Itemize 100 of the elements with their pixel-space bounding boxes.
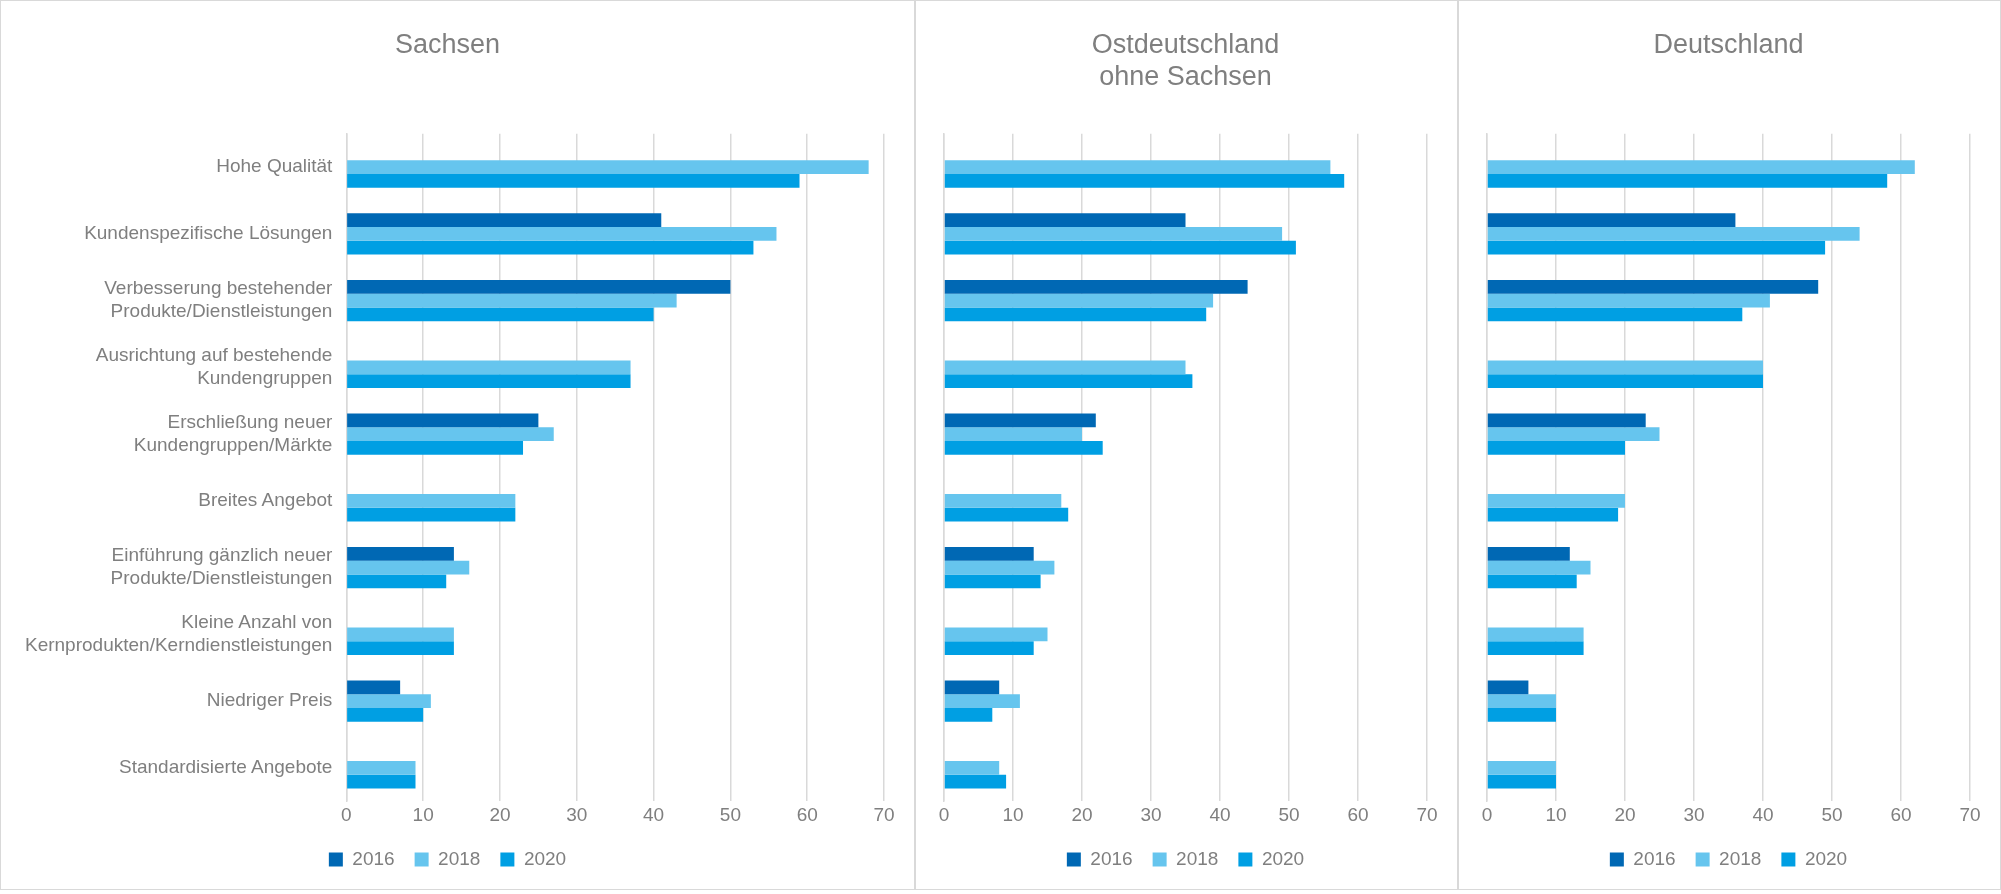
bar [944, 360, 1186, 375]
y-tick-label: Breites Angebot [198, 489, 334, 511]
x-tick-label: 0 [1481, 803, 1493, 825]
x-tick-label: 40 [1752, 803, 1774, 825]
bar [347, 240, 754, 255]
bar [944, 774, 1007, 789]
x-tick-label: 20 [1071, 803, 1093, 825]
bar [347, 307, 654, 322]
chart-title: Ostdeutschland ohne Sachsen [1091, 28, 1280, 92]
x-tick-label: 0 [341, 803, 352, 825]
chart-title: Sachsen [394, 28, 501, 59]
bar [944, 279, 1248, 294]
chart-title: Deutschland [1653, 28, 1804, 59]
legend-label: 2018 [1719, 847, 1762, 869]
bar [1487, 680, 1529, 695]
bar [1487, 627, 1584, 642]
bar [1487, 507, 1619, 522]
bar [1487, 774, 1556, 789]
bar [347, 427, 554, 442]
bar [1487, 641, 1584, 656]
bar [944, 427, 1082, 442]
legend-label: 2018 [1176, 847, 1219, 869]
bar [347, 227, 777, 241]
bar [944, 760, 1000, 775]
bar [1487, 546, 1570, 561]
bar [347, 627, 454, 642]
bar [1487, 694, 1556, 708]
bar [1487, 174, 1888, 188]
bar [1487, 493, 1625, 508]
x-tick-label: 10 [1545, 803, 1567, 825]
x-tick-label: 70 [1416, 803, 1438, 825]
legend-label: 2018 [438, 847, 481, 869]
legend-label: 2016 [1633, 847, 1676, 869]
x-tick-label: 0 [938, 803, 950, 825]
bar [1487, 160, 1915, 175]
bar [1487, 293, 1770, 308]
bar [347, 293, 677, 308]
bar [347, 507, 516, 522]
x-tick-label: 10 [1002, 803, 1024, 825]
bar [1487, 279, 1819, 294]
bar [944, 493, 1062, 508]
bar [347, 760, 416, 775]
x-tick-label: 70 [873, 803, 895, 825]
bar [944, 546, 1034, 561]
bar [1487, 240, 1826, 255]
x-tick-label: 20 [1614, 803, 1636, 825]
bar [944, 213, 1186, 228]
x-tick-label: 50 [1821, 803, 1843, 825]
bar [1487, 307, 1743, 322]
bar [944, 227, 1283, 241]
x-tick-label: 40 [1209, 803, 1231, 825]
bar [347, 174, 800, 188]
y-tick-label: Ausrichtung auf bestehende Kundengruppen [95, 344, 333, 389]
bar [1487, 213, 1736, 228]
bar [347, 279, 731, 294]
x-tick-label: 50 [719, 803, 741, 825]
bar [347, 680, 401, 695]
y-tick-label: Niedriger Preis [206, 689, 333, 711]
bar [944, 560, 1055, 575]
bar [1487, 707, 1556, 722]
bar [944, 507, 1069, 522]
y-tick-label: Hohe Qualität [216, 155, 334, 177]
bar [347, 774, 416, 789]
bar [944, 707, 993, 722]
legend-label: 2020 [523, 847, 567, 869]
y-tick-label: Kundenspezifische Lösungen [84, 222, 333, 244]
bar [1487, 374, 1763, 389]
y-tick-label: Kleine Anzahl von Kernprodukten/Kerndienstleistungen [24, 611, 333, 655]
bar [1487, 360, 1763, 375]
bar [944, 307, 1207, 322]
bar [1487, 441, 1625, 455]
bar [944, 694, 1020, 708]
legend-label: 2020 [1804, 847, 1848, 869]
x-tick-label: 40 [643, 803, 665, 825]
x-tick-label: 30 [1140, 803, 1162, 825]
x-tick-label: 30 [1683, 803, 1705, 825]
x-tick-label: 60 [1890, 803, 1912, 825]
y-tick-label: Verbesserung bestehender Produkte/Dienstleistungen [104, 277, 334, 322]
bar [347, 441, 524, 455]
bar [944, 174, 1345, 188]
bar [944, 680, 1000, 695]
bar [347, 574, 447, 589]
bar [944, 574, 1041, 589]
legend-label: 2016 [352, 847, 395, 869]
bar [347, 374, 631, 389]
bar [347, 360, 631, 375]
bar [1487, 560, 1591, 575]
x-tick-label: 70 [1959, 803, 1981, 825]
bar [944, 293, 1214, 308]
bar [347, 560, 470, 575]
bar [347, 546, 454, 561]
bar [1487, 427, 1660, 442]
legend-label: 2016 [1090, 847, 1133, 869]
x-tick-label: 10 [412, 803, 434, 825]
bar [944, 160, 1331, 175]
x-tick-label: 50 [1278, 803, 1300, 825]
x-tick-label: 60 [796, 803, 818, 825]
x-tick-label: 60 [1347, 803, 1369, 825]
bar [1487, 760, 1556, 775]
bar [347, 493, 516, 508]
